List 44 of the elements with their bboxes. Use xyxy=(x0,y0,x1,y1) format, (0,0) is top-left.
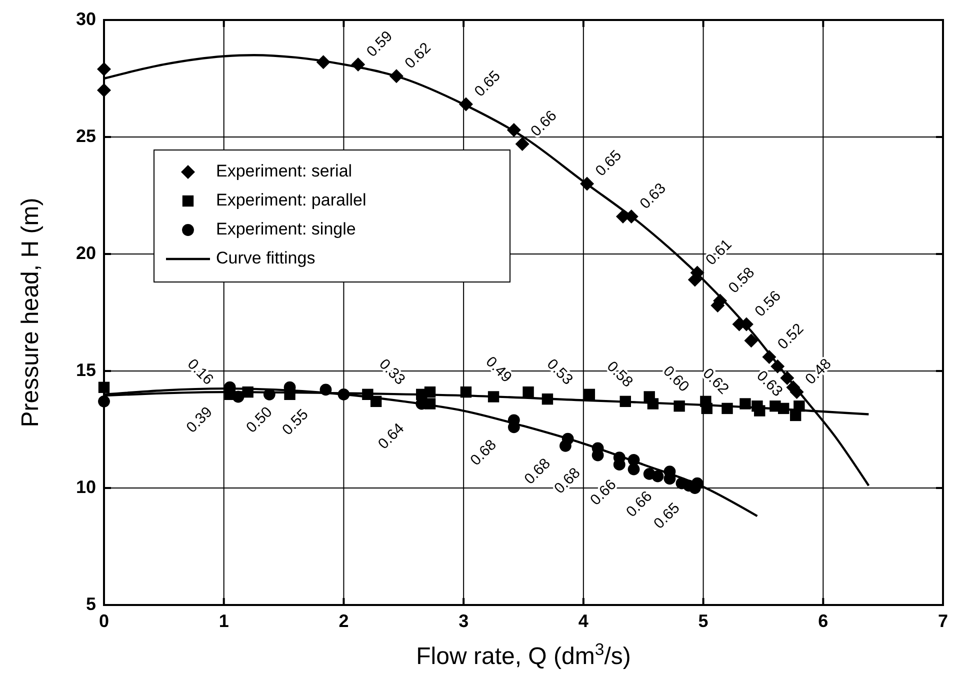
x-tick-label: 4 xyxy=(578,611,588,631)
annotation: 0.65 xyxy=(592,147,625,180)
annotation: 0.59 xyxy=(363,28,396,60)
annotation: 0.63 xyxy=(753,367,786,400)
annotation: 0.58 xyxy=(603,358,636,391)
x-tick-label: 5 xyxy=(698,611,708,631)
x-tick-label: 6 xyxy=(818,611,828,631)
y-tick-label: 15 xyxy=(76,360,96,380)
annotation: 0.33 xyxy=(376,356,408,388)
x-tick-label: 0 xyxy=(98,611,110,631)
legend-label: Experiment: single xyxy=(216,219,356,238)
y-axis-title: Pressure head, H (m) xyxy=(17,198,44,428)
y-tick-label: 10 xyxy=(76,476,96,497)
annotation: 0.68 xyxy=(551,464,584,498)
annotation: 0.65 xyxy=(650,500,684,532)
x-axis-title: Flow rate, Q (dm$^{3}$/s) xyxy=(416,640,631,670)
annotation: 0.52 xyxy=(774,320,808,353)
x-tick-label: 2 xyxy=(338,611,349,631)
legend-label: Experiment: serial xyxy=(216,161,352,180)
annotation: 0.62 xyxy=(402,39,434,72)
x-tick-label: 7 xyxy=(938,611,948,631)
annotation: 0.68 xyxy=(521,455,554,488)
y-tick-label: 5 xyxy=(86,594,96,614)
annotation: 0.65 xyxy=(471,68,504,100)
legend-label: Curve fittings xyxy=(216,248,316,268)
y-tick-label: 30 xyxy=(76,8,96,29)
y-tick-label: 20 xyxy=(76,242,96,263)
annotation: 0.53 xyxy=(543,356,576,388)
annotation: 0.66 xyxy=(587,476,620,509)
annotation: 0.66 xyxy=(528,107,560,140)
annotation: 0.49 xyxy=(482,353,516,386)
annotation: 0.64 xyxy=(374,420,408,453)
annotation: 0.55 xyxy=(279,406,312,439)
x-tick-label: 1 xyxy=(218,611,229,631)
annotation: 0.50 xyxy=(243,404,276,436)
legend-label: Experiment: parallel xyxy=(216,190,366,210)
x-tick-label: 3 xyxy=(458,611,469,631)
annotation: 0.39 xyxy=(183,404,216,436)
annotation: 0.60 xyxy=(660,362,692,396)
annotation: 0.68 xyxy=(467,436,500,470)
annotation: 0.16 xyxy=(184,356,217,388)
annotation: 0.48 xyxy=(802,355,835,388)
y-tick-label: 25 xyxy=(76,126,96,146)
annotation: 0.63 xyxy=(636,180,670,213)
